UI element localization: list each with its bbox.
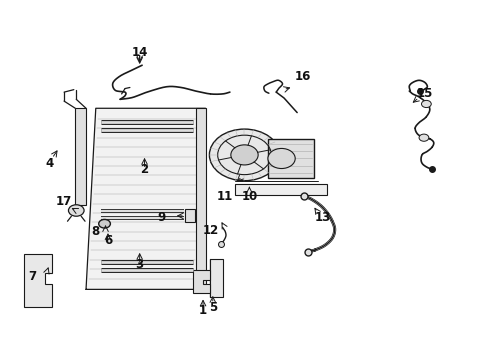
Polygon shape <box>193 270 210 293</box>
Polygon shape <box>210 259 222 297</box>
Bar <box>184 210 194 222</box>
Polygon shape <box>75 108 86 205</box>
Text: 15: 15 <box>416 87 432 100</box>
Text: 12: 12 <box>202 224 218 237</box>
Circle shape <box>209 129 279 181</box>
Bar <box>234 184 327 195</box>
Text: 10: 10 <box>241 190 257 203</box>
Text: 8: 8 <box>91 225 100 238</box>
Text: 1: 1 <box>199 305 207 318</box>
Polygon shape <box>195 108 206 289</box>
Circle shape <box>68 205 84 216</box>
Text: 3: 3 <box>135 258 143 271</box>
Text: 5: 5 <box>208 301 217 314</box>
Circle shape <box>421 100 430 108</box>
Text: 11: 11 <box>216 190 233 203</box>
Circle shape <box>230 145 258 165</box>
Polygon shape <box>86 108 205 289</box>
Bar <box>267 139 314 178</box>
Text: 7: 7 <box>28 270 37 283</box>
Text: 6: 6 <box>103 234 112 247</box>
Polygon shape <box>24 253 52 307</box>
Circle shape <box>418 134 428 141</box>
Text: 13: 13 <box>314 211 330 224</box>
Circle shape <box>99 220 110 228</box>
Circle shape <box>267 148 295 168</box>
Text: 16: 16 <box>294 69 310 82</box>
Text: 9: 9 <box>157 211 165 224</box>
Text: 2: 2 <box>140 163 148 176</box>
Text: 14: 14 <box>131 46 147 59</box>
Text: 4: 4 <box>45 157 54 170</box>
Text: 17: 17 <box>56 195 72 208</box>
